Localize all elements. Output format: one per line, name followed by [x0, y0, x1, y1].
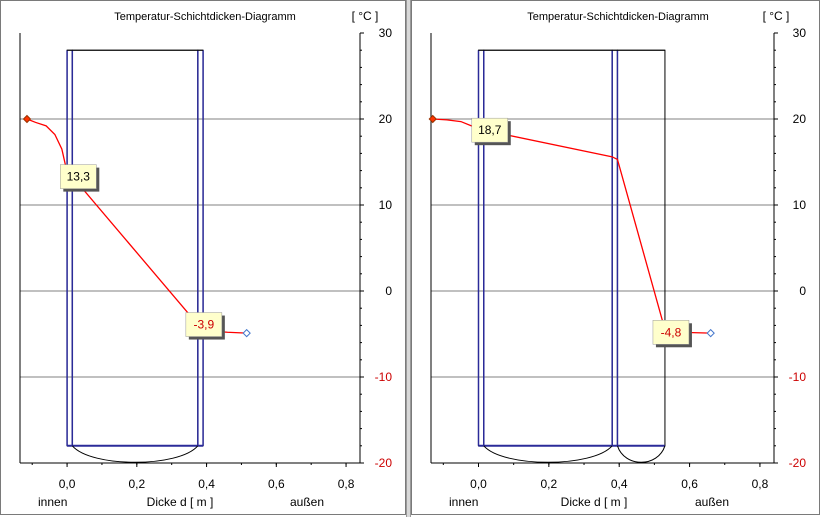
x-tick-label: 0,0	[59, 477, 76, 491]
x-axis-label: Dicke d [ m ]	[147, 495, 214, 509]
wall-layer	[66, 49, 73, 447]
wall-layer	[197, 49, 204, 447]
y-unit-label: [ °C ]	[763, 9, 790, 23]
wall-layer	[616, 49, 666, 447]
wall-layer	[483, 49, 613, 447]
value-label: 13,3	[67, 170, 91, 184]
wall-layer	[71, 49, 199, 447]
marker-inside	[22, 114, 32, 124]
panel-separator	[406, 0, 411, 517]
x-tick-label: 0,8	[338, 477, 355, 491]
temperature-line	[26, 118, 247, 334]
x-tick-label: 0,2	[128, 477, 145, 491]
value-label-box	[185, 312, 223, 337]
y-tick-label: 30	[379, 26, 393, 40]
value-label-box	[652, 320, 690, 345]
value-label-box	[471, 117, 509, 143]
dimension-arc	[71, 445, 199, 463]
label-inside: innen	[38, 495, 67, 509]
panel-left	[0, 0, 406, 515]
y-tick-label: -20	[789, 456, 807, 470]
y-tick-label: -10	[789, 370, 807, 384]
value-label: -4,8	[661, 325, 682, 339]
x-tick-label: 0,6	[268, 477, 285, 491]
wall-layer	[477, 49, 485, 447]
temperature-line	[432, 118, 711, 334]
y-tick-label: -20	[375, 456, 393, 470]
marker-outside	[706, 328, 715, 338]
dimension-arc	[483, 445, 613, 463]
marker-inside	[428, 114, 437, 124]
value-label: 18,7	[478, 123, 502, 137]
value-label-box	[60, 164, 97, 189]
x-tick-label: 0,8	[752, 477, 769, 491]
y-tick-label: 20	[379, 112, 393, 126]
y-tick-label: 20	[793, 112, 807, 126]
chart-title: Temperatur-Schichtdicken-Diagramm	[114, 11, 296, 23]
marker-outside	[242, 328, 251, 338]
y-tick-label: 30	[793, 26, 807, 40]
wall-layer	[611, 49, 618, 447]
value-label: -3,9	[194, 318, 215, 332]
label-outside: außen	[290, 495, 324, 509]
x-tick-label: 0,4	[198, 477, 215, 491]
label-outside: außen	[695, 495, 729, 509]
dimension-arc	[616, 445, 666, 463]
y-tick-label: 10	[793, 198, 807, 212]
chart-right: Temperatur-Schichtdicken-Diagramm [ °C ]…	[428, 9, 807, 509]
y-tick-label: 0	[385, 284, 392, 298]
x-tick-label: 0,2	[541, 477, 558, 491]
y-unit-label: [ °C ]	[352, 9, 379, 23]
y-tick-label: 0	[799, 284, 806, 298]
x-tick-label: 0,4	[611, 477, 628, 491]
x-tick-label: 0,0	[470, 477, 487, 491]
x-axis-label: Dicke d [ m ]	[561, 495, 628, 509]
chart-title: Temperatur-Schichtdicken-Diagramm	[527, 11, 709, 23]
y-tick-label: -10	[375, 370, 393, 384]
label-inside: innen	[449, 495, 478, 509]
y-tick-label: 10	[379, 198, 393, 212]
x-tick-label: 0,6	[681, 477, 698, 491]
chart-left: Temperatur-Schichtdicken-Diagramm [ °C ]…	[19, 9, 393, 509]
